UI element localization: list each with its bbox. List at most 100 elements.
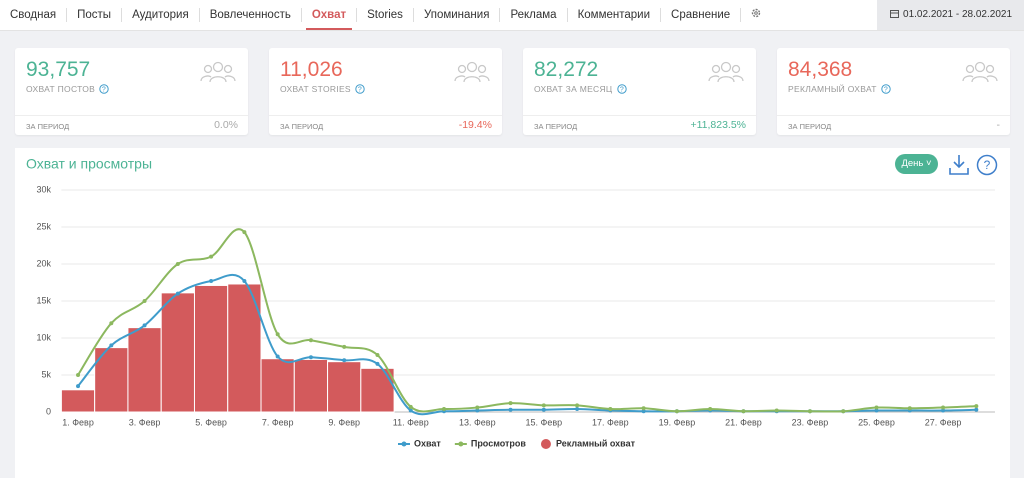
gear [751,8,761,18]
label-text: ОХВАТ STORIES [280,84,351,94]
nav-bar: Сводная Посты Аудитория Вовлеченность Охват S… [0,0,1024,31]
point [541,403,546,408]
card-label: ОХВАТ ПОСТОВ? [26,84,109,94]
card-icon [708,60,744,89]
bar [260,358,295,413]
settings-icon[interactable] [741,8,771,22]
bar [60,389,96,413]
x-tick-label: 21. Февр [725,417,762,427]
y-tick-label: 20k [36,258,51,268]
people-icon [708,61,744,83]
point [874,408,879,413]
point [109,321,114,326]
point [242,230,247,235]
x-tick-label: 5. Февр [195,417,227,427]
help-icon[interactable]: ? [616,84,627,94]
help-icon[interactable]: ? [99,84,109,94]
x-tick-label: 7. Февр [262,417,294,427]
point [741,409,746,414]
x-tick-label: 25. Февр [858,417,895,427]
stat-card: 93,757 ОХВАТ ПОСТОВ? ЗА ПЕРИОД 0.0% [15,48,248,135]
nav-tab[interactable]: Посты [67,8,123,22]
card-divider [15,115,248,116]
point [807,409,812,414]
point [475,405,480,410]
nav-tab[interactable]: Охват [302,8,358,30]
help-icon[interactable]: ? [976,154,998,176]
point [242,279,247,284]
point [874,405,879,410]
point [941,405,946,410]
nav-tab[interactable]: Реклама [500,8,568,22]
stat-card: 82,272 ОХВАТ ЗА МЕСЯЦ? ЗА ПЕРИОД +11,823.5% [523,48,756,135]
x-tick-label: 17. Февр [592,417,629,427]
line [77,228,977,413]
bar [160,292,195,413]
card-label: ОХВАТ ЗА МЕСЯЦ? [534,84,627,94]
card-period: ЗА ПЕРИОД [26,122,70,131]
y-tick-label: 5k [41,369,51,379]
label-text: ОХВАТ ПОСТОВ [26,84,96,94]
svg-text:?: ? [102,87,106,94]
point [674,409,679,414]
nav-tab[interactable]: Сводная [0,8,68,22]
point [442,407,447,412]
point [541,407,546,412]
point [375,353,380,358]
point [342,344,347,349]
point [974,404,979,409]
nav-tab[interactable]: Stories [357,8,414,22]
point [375,361,380,366]
point [608,407,613,412]
y-tick-label: 15k [36,295,51,305]
point [109,343,114,348]
svg-text:?: ? [619,87,623,94]
point [175,262,180,266]
x-tick-label: 9. Февр [328,417,360,427]
bar [327,361,362,413]
label-text: РЕКЛАМНЫЙ ОХВАТ [788,84,877,94]
bar [193,284,229,413]
legend-item[interactable]: Просмотров [454,438,527,448]
point [275,354,280,359]
point [209,254,214,259]
label-text: ОХВАТ ЗА МЕСЯЦ [534,84,613,94]
point [275,332,280,337]
nav-tab[interactable]: Упоминания [414,8,501,22]
calendar-icon [890,10,900,18]
download-icon[interactable] [949,155,969,175]
point [142,323,147,328]
legend-dot [540,439,551,449]
legend-item[interactable]: Рекламный охват [540,438,636,449]
nav-tab[interactable]: Аудитория [122,8,200,22]
legend-label: Охват [414,438,441,448]
legend-item[interactable]: Охват [398,438,441,448]
card-icon [200,60,236,89]
point [209,279,214,284]
point [575,407,580,412]
people-icon [962,61,998,83]
point [774,408,779,413]
card-change: 0.0% [214,119,238,131]
legend-label: Рекламный охват [556,438,636,448]
button-text: День [901,158,924,169]
point [408,404,413,409]
card-value: 84,368 [788,58,853,81]
date-text: 01.02.2021 - 28.02.2021 [903,9,1012,20]
point [641,409,646,414]
nav-tab[interactable]: Сравнение [661,8,742,22]
date-range[interactable]: 01.02.2021 - 28.02.2021 [877,0,1024,30]
legend-dot [458,441,464,447]
card-label: РЕКЛАМНЫЙ ОХВАТ? [788,84,891,94]
interval-button[interactable]: День ˅ [895,154,938,174]
svg-text:?: ? [884,87,888,94]
help-icon[interactable]: ? [881,84,891,94]
card-divider [523,115,756,116]
svg-text:?: ? [358,87,362,94]
x-tick-label: 3. Февр [129,417,161,427]
nav-tab[interactable]: Вовлеченность [200,8,302,22]
card-divider [777,115,1010,116]
nav-tab[interactable]: Комментарии [568,8,662,22]
help-icon[interactable]: ? [355,84,365,94]
point [641,406,646,411]
